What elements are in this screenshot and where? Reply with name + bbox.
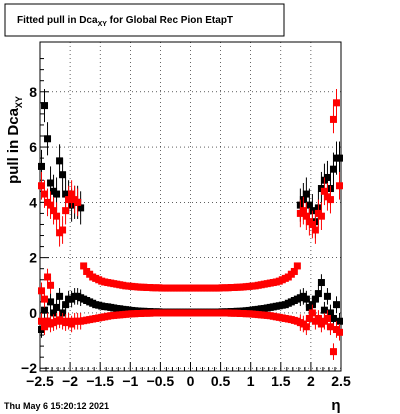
red-upper-series-point <box>41 295 49 303</box>
red-lower-series-point <box>329 348 337 356</box>
red-series-point <box>299 207 307 215</box>
red-series-point <box>335 182 343 190</box>
y-tick-label: 4 <box>29 194 37 210</box>
black-band-series-point <box>41 306 49 314</box>
x-tick-label: 0.5 <box>211 373 231 389</box>
red-series-point <box>308 220 316 228</box>
black-band-series-point <box>53 303 61 311</box>
black-series-point <box>56 157 64 165</box>
red-series-point <box>311 226 319 234</box>
red-lower-series-point <box>41 323 49 331</box>
red-upper-series-point <box>44 273 52 281</box>
red-series-point <box>317 212 325 220</box>
red-lower-series-point <box>335 328 343 336</box>
black-series-point <box>77 204 85 212</box>
black-series-point <box>41 102 49 110</box>
red-upper-series-point <box>80 262 88 270</box>
data-marks <box>38 89 343 360</box>
black-series-point <box>329 165 337 173</box>
red-series-point <box>320 187 328 195</box>
chart-title-rest: for Global Rec Pion EtapT <box>107 15 233 26</box>
footer-timestamp: Thu May 6 15:20:12 2021 <box>4 401 109 411</box>
red-series-point <box>62 207 70 215</box>
black-series-point <box>335 154 343 162</box>
red-lower-series-point <box>302 323 310 331</box>
black-series-point <box>59 171 67 179</box>
black-band-series-point <box>320 306 328 314</box>
red-series-point <box>326 196 334 204</box>
red-upper-series-point <box>290 267 298 275</box>
red-series-point <box>50 207 58 215</box>
x-tick-label: 2.5 <box>331 373 351 389</box>
y-axis-title-subscript: XY <box>14 96 24 108</box>
chart-title: Fitted pull in DcaXY for Global Rec Pion… <box>17 15 233 28</box>
black-band-series-point <box>326 309 334 317</box>
y-axis-title: pull in DcaXY <box>5 96 24 184</box>
black-series-point <box>302 190 310 198</box>
red-series-point <box>65 196 73 204</box>
red-series-point <box>68 190 76 198</box>
x-tick-label: 2 <box>307 373 315 389</box>
black-band-series-point <box>323 292 331 300</box>
red-upper-series-point <box>47 281 55 289</box>
y-tick-label: 0 <box>29 305 37 321</box>
black-series-point <box>47 179 55 187</box>
y-tick-label: −2 <box>21 360 37 376</box>
red-series-point <box>47 201 55 209</box>
red-series-point <box>41 190 49 198</box>
black-series-point <box>44 135 52 143</box>
black-band-series-point <box>332 301 340 309</box>
black-series-point <box>38 162 46 170</box>
red-series-point <box>332 99 340 107</box>
red-lower-series-point <box>323 314 331 322</box>
red-lower-series-point <box>326 323 334 331</box>
x-tick-label: 0 <box>187 373 195 389</box>
y-tick-label: 6 <box>29 139 37 155</box>
x-tick-label: −2 <box>62 373 78 389</box>
x-tick-label: 1 <box>247 373 255 389</box>
red-series-point <box>302 212 310 220</box>
black-band-series-point <box>47 298 55 306</box>
black-band-series-point <box>317 279 325 287</box>
red-lower-series-point <box>308 309 316 317</box>
x-axis-title: η <box>331 397 340 414</box>
black-band-series-point <box>329 314 337 322</box>
black-series-point <box>323 173 331 181</box>
y-tick-label: 8 <box>29 84 37 100</box>
red-lower-series-point <box>38 317 46 325</box>
x-tick-label: −1 <box>122 373 138 389</box>
x-tick-label: 1.5 <box>271 373 291 389</box>
black-band-series-point <box>314 290 322 298</box>
black-band-series-point <box>302 295 310 303</box>
black-band-series-point <box>56 292 64 300</box>
red-series-point <box>74 198 82 206</box>
red-series-point <box>38 182 46 190</box>
black-band-series-point <box>311 295 319 303</box>
chart-title-subscript: XY <box>98 21 108 28</box>
red-upper-series-point <box>38 287 46 295</box>
x-tick-label: −2.5 <box>26 373 54 389</box>
red-series-point <box>53 212 61 220</box>
title-box <box>4 3 285 37</box>
x-tick-label: −0.5 <box>147 373 175 389</box>
black-series-point <box>305 201 313 209</box>
red-series-point <box>59 226 67 234</box>
red-lower-series-point <box>314 314 322 322</box>
black-series-point <box>53 190 61 198</box>
x-tick-label: −1.5 <box>86 373 114 389</box>
red-upper-series-point <box>293 262 301 270</box>
black-band-series-point <box>335 317 343 325</box>
y-tick-label: 2 <box>29 250 37 266</box>
black-band-series-point <box>62 301 70 309</box>
black-band-series-point <box>50 309 58 317</box>
red-series-point <box>329 115 337 123</box>
red-lower-series-point <box>305 314 313 322</box>
